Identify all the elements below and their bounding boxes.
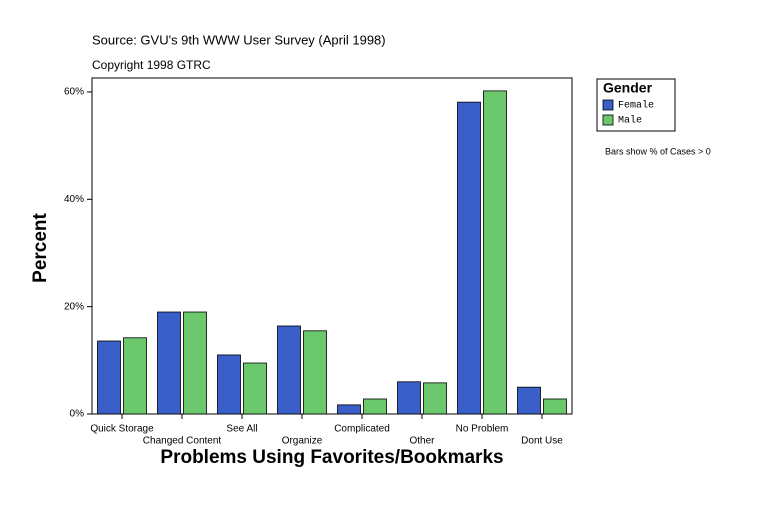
legend-label: Male xyxy=(618,115,642,127)
x-tick-label: See All xyxy=(226,424,257,435)
bar xyxy=(517,386,541,415)
x-tick-label: Dont Use xyxy=(521,436,563,447)
x-tick-label: Quick Storage xyxy=(90,424,154,435)
bar xyxy=(97,340,121,415)
bar xyxy=(483,90,507,415)
bar xyxy=(543,398,567,415)
legend-label: Female xyxy=(618,100,654,112)
bar xyxy=(303,330,327,415)
y-tick-label: 60% xyxy=(64,87,84,98)
bar xyxy=(277,325,301,415)
plot-frame xyxy=(91,77,573,415)
note: Bars show % of Cases > 0 xyxy=(605,146,711,156)
x-tick-label: Complicated xyxy=(334,424,390,435)
bar xyxy=(337,404,361,415)
y-tick-label: 0% xyxy=(70,409,85,420)
x-tick-label: Organize xyxy=(282,436,323,447)
bar xyxy=(423,382,447,415)
bar xyxy=(217,354,241,415)
copyright: Copyright 1998 GTRC xyxy=(92,58,211,72)
bar xyxy=(457,101,481,415)
legend-swatch xyxy=(602,114,614,126)
x-tick-label: Other xyxy=(409,436,435,447)
source: Source: GVU's 9th WWW User Survey (April… xyxy=(92,32,386,47)
legend-swatch xyxy=(602,99,614,111)
y-axis-title: Percent xyxy=(30,212,51,282)
x-axis-title: Problems Using Favorites/Bookmarks xyxy=(160,447,503,468)
bar xyxy=(123,337,147,415)
bar xyxy=(243,362,267,415)
y-tick-label: 20% xyxy=(64,301,84,312)
bar xyxy=(183,311,207,415)
bar xyxy=(397,381,421,415)
x-tick-label: Changed Content xyxy=(143,436,222,447)
legend-title: Gender xyxy=(603,80,653,96)
bar xyxy=(363,398,387,415)
bar xyxy=(157,311,181,415)
x-tick-label: No Problem xyxy=(456,424,509,435)
y-tick-label: 40% xyxy=(64,194,84,205)
